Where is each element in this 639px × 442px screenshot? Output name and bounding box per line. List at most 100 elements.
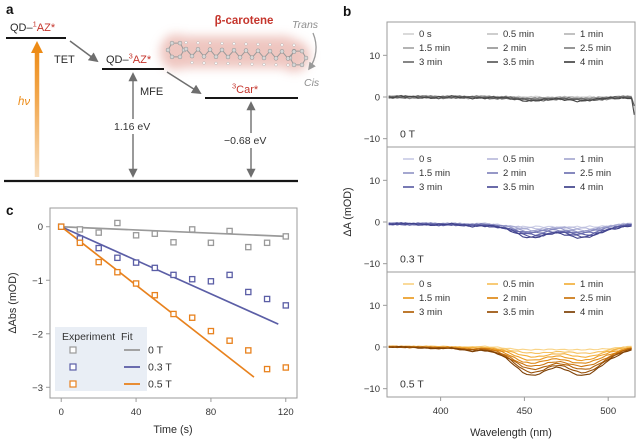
- data-point-05T: [207, 327, 215, 335]
- legend-time-label: 1 min: [580, 279, 603, 290]
- legend-field-label: 0 T: [148, 345, 164, 357]
- data-point-0T: [114, 219, 121, 227]
- legend-time-label: 2.5 min: [580, 168, 611, 179]
- carbon-atom: [189, 53, 195, 59]
- data-point-0T: [207, 239, 215, 247]
- carbon-atom: [165, 47, 171, 53]
- x-tick-label: 400: [433, 406, 449, 417]
- carbon-atom: [177, 54, 183, 60]
- data-point-0T: [95, 229, 102, 236]
- hydrogen-atom: [208, 41, 212, 45]
- carbon-atom: [267, 48, 273, 54]
- carbon-atom: [207, 47, 213, 52]
- data-point-0T: [132, 232, 140, 239]
- legend-time-label: 2 min: [503, 293, 526, 304]
- carbon-atom: [243, 48, 249, 53]
- carbon-atom: [291, 62, 297, 68]
- legend-field-label: 0.3 T: [148, 362, 172, 374]
- x-tick-label: 500: [600, 406, 616, 417]
- carbon-atom: [249, 55, 255, 60]
- carbon-atom: [255, 48, 261, 54]
- legend-header-fit: Fit: [121, 331, 133, 343]
- legend-field-label: 0.5 T: [148, 379, 172, 391]
- x-tick-label: 450: [516, 406, 532, 417]
- panel-c-label: c: [6, 203, 14, 218]
- hydrogen-atom: [238, 62, 242, 66]
- hydrogen-atom: [214, 61, 218, 65]
- data-point-0T: [263, 239, 271, 247]
- data-point-0T: [170, 239, 177, 246]
- state-qd-singlet-az: QD–1AZ*: [10, 20, 56, 35]
- spectra-group-05T: [388, 345, 632, 376]
- magnetic-field-label: 0.3 T: [400, 253, 424, 265]
- data-point-0T: [226, 227, 233, 235]
- carbon-atom: [291, 49, 297, 54]
- carbon-atom: [195, 47, 201, 52]
- legend-time-label: 3.5 min: [503, 182, 534, 193]
- carbon-atom: [201, 54, 207, 59]
- y-tick-label: 0: [375, 343, 380, 354]
- legend-time-label: 0 s: [419, 154, 432, 165]
- panel-c-plot: 0 −1 −2 −3 0 40 80 120 Experiment Fit 0 T 0.3 T 0.5 …: [32, 207, 298, 418]
- data-point-03T: [207, 278, 215, 285]
- data-point-03T: [245, 288, 252, 296]
- magnetic-field-label: 0.5 T: [400, 378, 424, 390]
- panel-c-kinetics: c ΔAbs (mOD) 0 −1 −2 −3 0 40 80 120 Experiment Fi…: [6, 203, 298, 436]
- hydrogen-atom: [202, 61, 206, 65]
- hydrogen-atom: [280, 43, 284, 47]
- tet-arrow: [69, 40, 99, 63]
- y-tick-label: −2: [32, 329, 43, 340]
- carbon-atom: [279, 49, 285, 54]
- legend-time-label: 2.5 min: [580, 43, 611, 54]
- mfe-label: MFE: [140, 86, 163, 98]
- panel-b-ylabel: ΔA (mOD): [342, 187, 354, 236]
- legend-time-label: 4 min: [580, 307, 603, 318]
- trans-to-cis-arrow: [308, 32, 317, 71]
- data-point-05T: [188, 314, 196, 321]
- hydrogen-atom: [220, 41, 224, 45]
- hydrogen-atom: [232, 42, 236, 46]
- data-point-05T: [151, 291, 159, 299]
- data-point-03T: [114, 254, 121, 262]
- legend-time-label: 1 min: [580, 29, 603, 40]
- hv-arrowhead: [31, 41, 43, 53]
- spectrum-line-4min: [388, 95, 635, 115]
- data-point-0T: [188, 226, 196, 233]
- carbon-atom: [219, 47, 225, 53]
- legend-time-label: 0.5 min: [503, 29, 534, 40]
- subplot-frame: [386, 271, 636, 398]
- legend-marker: [69, 363, 77, 371]
- hydrogen-atom: [184, 40, 188, 45]
- hydrogen-atom: [256, 42, 260, 46]
- data-point-03T: [151, 264, 159, 272]
- carbon-atom: [169, 40, 175, 46]
- legend-time-label: 2.5 min: [580, 293, 611, 304]
- y-tick-label: 10: [369, 301, 380, 312]
- carbon-atom: [177, 40, 183, 46]
- legend-time-label: 3 min: [419, 182, 442, 193]
- x-tick-label: 40: [131, 407, 142, 418]
- y-tick-label: 0: [38, 222, 43, 233]
- plot-frame: [49, 207, 298, 399]
- state-triplet-car: 3Car*: [232, 82, 259, 97]
- y-tick-label: 10: [369, 51, 380, 62]
- legend-time-label: 0.5 min: [503, 279, 534, 290]
- magnetic-field-label: 0 T: [400, 128, 416, 140]
- panel-b-label: b: [343, 4, 351, 19]
- legend-time-label: 2 min: [503, 168, 526, 179]
- legend-time-label: 1.5 min: [419, 293, 450, 304]
- carbon-atom: [303, 55, 309, 61]
- panel-b-subplots: 10 0 −10 0 s 0.5 min 1 min 1.5 min 2 min 2.5 min…: [364, 21, 636, 417]
- carbon-atom: [285, 56, 291, 61]
- legend-time-label: 0 s: [419, 29, 432, 40]
- carbon-atom: [299, 62, 305, 68]
- x-tick-label: 120: [278, 407, 294, 418]
- data-point-05T: [132, 280, 140, 287]
- fit-line-03T: [60, 225, 279, 325]
- hydrogen-atom: [196, 41, 200, 45]
- y-tick-label: 10: [369, 176, 380, 187]
- y-tick-label: −10: [364, 259, 380, 270]
- hydrogen-atom: [292, 43, 296, 47]
- panel-a-energy-diagram: a β-carotene Trans Cis hν QD–1AZ* QD–3AZ…: [4, 2, 320, 183]
